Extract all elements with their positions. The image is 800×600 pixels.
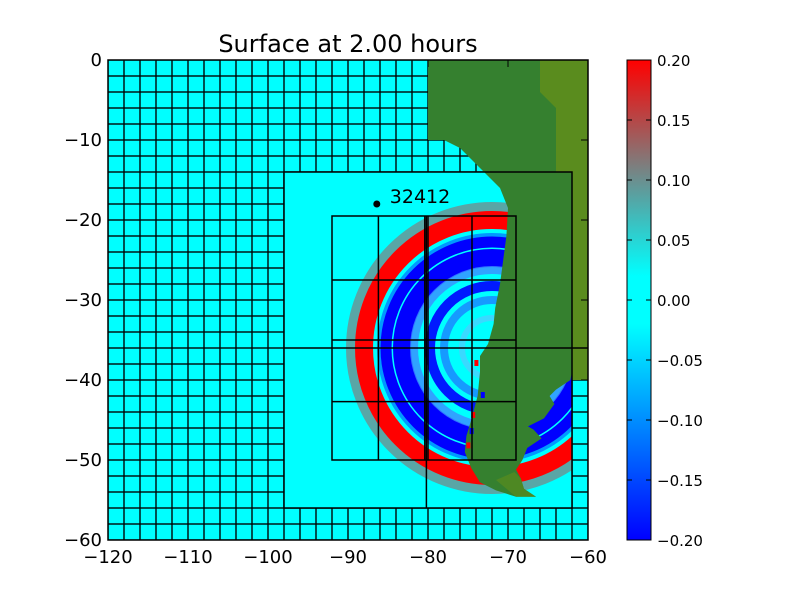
gauge-markers [373, 200, 381, 208]
colorbar-tick-label: 0.05 [657, 232, 690, 250]
y-tick-label: −30 [64, 290, 102, 311]
coastal-speck [474, 360, 479, 366]
colorbar-tick-label: −0.20 [657, 532, 703, 550]
x-tick-label: −80 [409, 547, 447, 568]
colorbar-tick-label: −0.15 [657, 472, 703, 490]
land-block [428, 60, 588, 380]
x-tick-label: −110 [163, 547, 212, 568]
gauge-marker [373, 200, 381, 208]
y-tick-label: −60 [64, 530, 102, 551]
colorbar: 0.20 0.15 0.10 0.05 0.00 −0.05 −0.10 −0.15 −0.20 [626, 52, 703, 550]
grid-boxes [283, 171, 588, 509]
x-tick-label: −70 [489, 547, 527, 568]
colorbar-tick-label: −0.05 [657, 352, 703, 370]
colorbar-ticks: 0.20 0.15 0.10 0.05 0.00 −0.05 −0.10 −0.15 −0.20 [627, 52, 703, 550]
x-tick-label: −90 [329, 547, 367, 568]
colorbar-tick-label: 0.10 [657, 172, 690, 190]
plot-area [108, 60, 588, 540]
y-tick-label: 0 [91, 50, 102, 71]
colorbar-tick-label: 0.15 [657, 112, 690, 130]
y-tick-label: −40 [64, 370, 102, 391]
coastal-speck [471, 412, 476, 418]
colorbar-tick-label: 0.20 [657, 52, 690, 70]
tierra-del-fuego-highland [496, 472, 536, 497]
level3-boundary [331, 215, 517, 461]
gauge-label: 32412 [390, 186, 450, 208]
colorbar-tick-label: 0.00 [657, 292, 690, 310]
colorbar-tick-label: −0.10 [657, 412, 703, 430]
coastal-speck [466, 442, 471, 449]
level2-boundary [283, 171, 573, 509]
y-tick-label: −10 [64, 130, 102, 151]
x-tick-label: −120 [83, 547, 132, 568]
coastal-speck [480, 392, 485, 398]
grid-cell [571, 523, 588, 540]
y-tick-label: −50 [64, 450, 102, 471]
y-axis: 0 −10 −20 −30 −40 −50 −60 [64, 50, 588, 551]
land-layer [428, 60, 588, 380]
x-tick-label: −60 [569, 547, 607, 568]
chart-title: Surface at 2.00 hours [218, 30, 477, 58]
x-axis: −120 −110 −100 −90 −80 −70 −60 [83, 60, 607, 568]
x-tick-label: −100 [243, 547, 292, 568]
y-tick-label: −20 [64, 210, 102, 231]
south-america-landmass [464, 172, 572, 497]
highland-strip [540, 60, 588, 380]
